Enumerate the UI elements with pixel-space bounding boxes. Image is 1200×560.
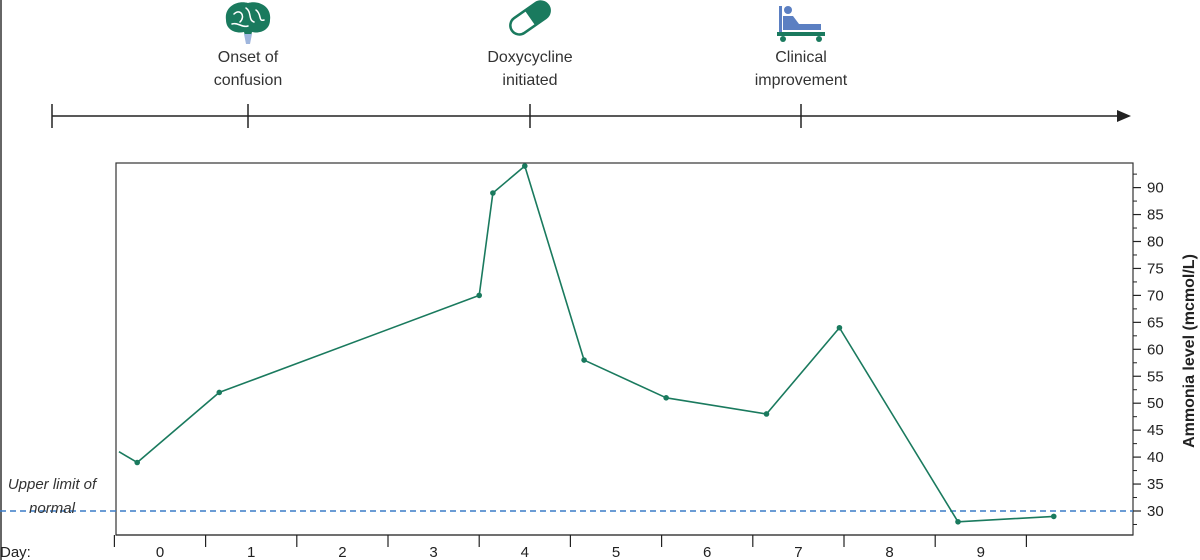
hospital-bed-icon <box>777 6 825 42</box>
day-label: 5 <box>612 544 620 560</box>
day-label: 4 <box>521 544 529 560</box>
event-label: Onset of <box>218 49 279 66</box>
day-label: 7 <box>794 544 802 560</box>
y-tick-label: 55 <box>1147 368 1164 385</box>
series-line <box>118 165 1054 523</box>
brain-icon <box>225 2 271 44</box>
reference-line-group: Upper limit of normal <box>0 476 1133 517</box>
data-point <box>955 518 961 525</box>
y-tick-label: 50 <box>1147 395 1164 412</box>
timeline <box>51 104 1131 128</box>
data-series <box>118 163 1057 525</box>
day-label: 6 <box>703 544 711 560</box>
event-label: initiated <box>502 72 557 89</box>
y-tick-label: 60 <box>1147 341 1164 358</box>
x-axis: Day: 0 1 2 3 4 5 6 7 8 9 <box>0 534 1133 560</box>
data-point <box>490 190 496 196</box>
data-point <box>836 324 843 331</box>
event-label: Doxycycline <box>487 49 572 66</box>
event-label: confusion <box>214 72 283 89</box>
event-label: improvement <box>755 72 848 89</box>
data-point <box>763 411 770 417</box>
timeline-events: Onset of confusion Doxycycline initiated Cli… <box>214 0 848 128</box>
reference-label: Upper limit of <box>8 476 98 493</box>
y-tick-label: 35 <box>1147 476 1164 493</box>
day-label: 8 <box>885 544 893 560</box>
y-tick-label: 85 <box>1147 207 1164 224</box>
day-label: 2 <box>338 544 346 560</box>
y-tick-label: 45 <box>1147 422 1164 439</box>
y-tick-label: 75 <box>1147 260 1164 277</box>
timeline-arrowhead <box>1117 110 1131 122</box>
day-label: 0 <box>156 544 164 560</box>
data-point <box>663 395 669 401</box>
y-tick-label: 40 <box>1147 449 1164 466</box>
data-point <box>134 459 140 466</box>
event-label: Clinical <box>775 49 827 66</box>
x-axis-title: Day: <box>0 544 31 560</box>
y-tick-label: 90 <box>1147 180 1164 197</box>
y-tick-label: 30 <box>1147 503 1164 520</box>
capsule-icon <box>509 0 551 36</box>
data-point <box>581 357 587 363</box>
day-label: 3 <box>429 544 437 560</box>
day-label: 1 <box>247 544 255 560</box>
day-label: 9 <box>977 544 985 560</box>
data-point <box>1050 513 1057 520</box>
y-tick-label: 65 <box>1147 314 1164 331</box>
data-point <box>216 389 223 396</box>
data-point <box>476 292 483 299</box>
y-axis-title: Ammonia level (mcmol/L) <box>1181 254 1198 448</box>
data-point <box>522 163 528 169</box>
reference-label: normal <box>29 500 76 517</box>
y-tick-label: 70 <box>1147 287 1164 304</box>
y-tick-label: 80 <box>1147 234 1164 251</box>
y-axis: 30 35 40 45 50 55 60 65 70 75 80 85 90 <box>1133 173 1164 525</box>
plot-frame <box>115 162 1134 536</box>
